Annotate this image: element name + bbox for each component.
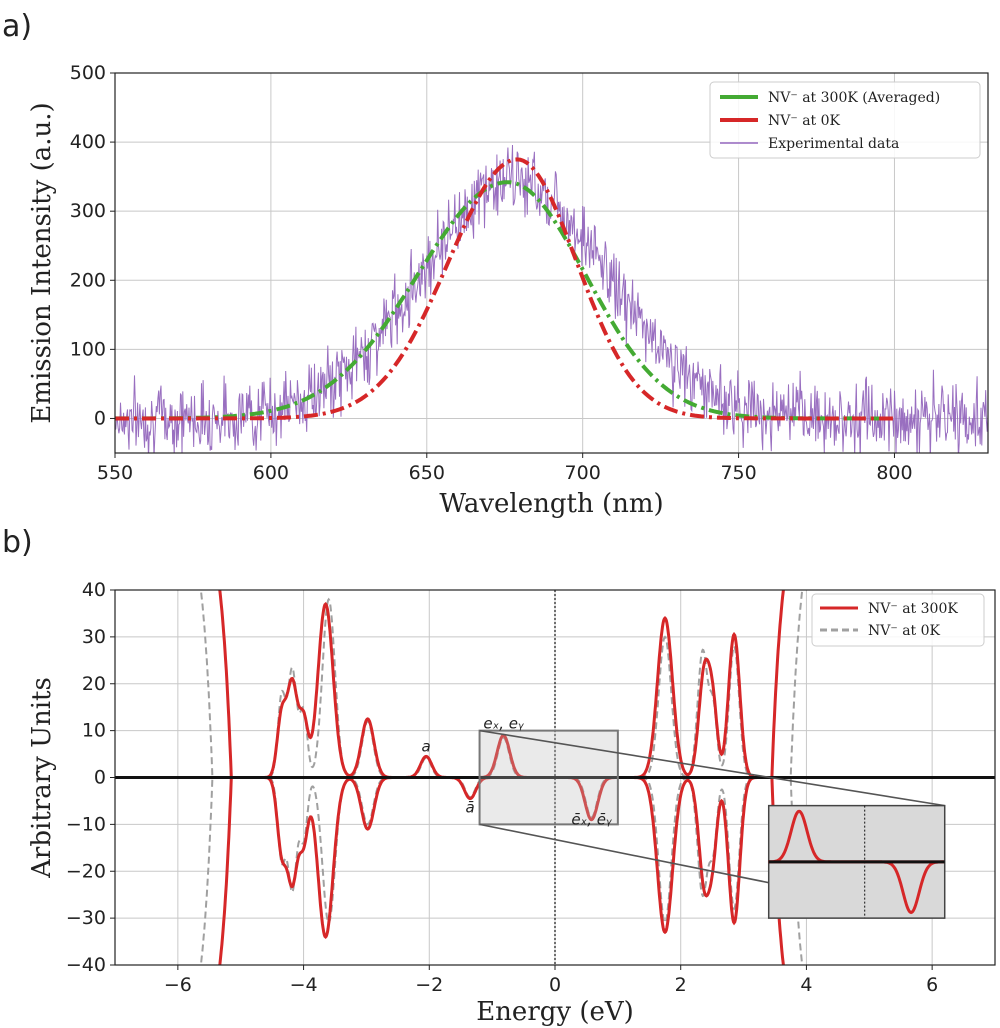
legend-label: NV⁻ at 300K (Averaged) <box>768 90 940 106</box>
x-tick-label: 6 <box>926 974 938 996</box>
legend-label: NV⁻ at 300K <box>868 601 958 617</box>
emission-spectrum-chart: 550 600 650 700 750 800 0 100 200 300 400 500 Wavel… <box>27 62 989 519</box>
chart-b-ylabel: Arbitrary Units <box>27 677 57 879</box>
chart-b-xlabel: Energy (eV) <box>476 997 634 1027</box>
x-tick-label: 550 <box>97 462 133 484</box>
x-tick-label: −4 <box>290 974 318 996</box>
x-tick-label: 600 <box>253 462 289 484</box>
orbital-label: ā <box>466 799 475 817</box>
y-tick-label: 100 <box>70 338 106 360</box>
series-300k-averaged <box>115 180 895 421</box>
y-tick-label: 20 <box>82 673 106 695</box>
x-tick-label: 650 <box>409 462 445 484</box>
series-0k <box>115 157 895 421</box>
chart-b-zoom-overlay: a ā eₓ, eᵧ ēₓ, ēᵧ <box>422 714 946 919</box>
orbital-label: ēₓ, ēᵧ <box>571 810 612 828</box>
orbital-label: a <box>422 738 431 756</box>
y-tick-label: 40 <box>82 579 106 601</box>
x-tick-label: 700 <box>565 462 601 484</box>
zoom-connector <box>479 729 945 807</box>
chart-a-ylabel: Emission Intensity (a.u.) <box>27 102 57 423</box>
chart-a-xlabel: Wavelength (nm) <box>439 489 663 519</box>
x-tick-label: 800 <box>876 462 912 484</box>
x-tick-label: 750 <box>720 462 756 484</box>
chart-a-series <box>115 144 988 453</box>
zoom-region-box <box>478 729 619 826</box>
y-tick-label: 200 <box>70 269 106 291</box>
y-tick-label: 0 <box>94 407 106 429</box>
orbital-label: eₓ, eᵧ <box>483 714 524 732</box>
y-tick-label: −20 <box>66 860 106 882</box>
y-tick-label: −40 <box>66 954 106 976</box>
chart-a-ticks: 550 600 650 700 750 800 0 100 200 300 400 500 <box>70 62 913 484</box>
legend-label: NV⁻ at 0K <box>868 623 941 639</box>
y-tick-label: 10 <box>82 720 106 742</box>
series-experimental-data <box>115 144 988 453</box>
chart-a-frame <box>114 72 989 454</box>
x-tick-label: 0 <box>549 974 561 996</box>
y-tick-label: 500 <box>70 62 106 84</box>
legend-label: Experimental data <box>768 136 899 152</box>
x-tick-label: −2 <box>415 974 443 996</box>
legend-box <box>709 81 981 159</box>
legend-label: NV⁻ at 0K <box>768 113 841 129</box>
y-tick-label: −10 <box>66 813 106 835</box>
panel-b-label: b) <box>2 525 33 560</box>
x-tick-label: 2 <box>675 974 687 996</box>
chart-b-series <box>115 590 995 965</box>
y-tick-label: 400 <box>70 131 106 153</box>
y-tick-label: 0 <box>94 767 106 789</box>
chart-b-legend: NV⁻ at 300K NV⁻ at 0K <box>811 593 985 647</box>
y-tick-label: 30 <box>82 626 106 648</box>
panel-a-label: a) <box>2 9 32 44</box>
y-tick-label: −30 <box>66 907 106 929</box>
chart-a-legend: NV⁻ at 300K (Averaged) NV⁻ at 0K Experimen… <box>709 81 981 159</box>
y-tick-label: 300 <box>70 200 106 222</box>
x-tick-label: 4 <box>800 974 812 996</box>
x-tick-label: −6 <box>164 974 192 996</box>
